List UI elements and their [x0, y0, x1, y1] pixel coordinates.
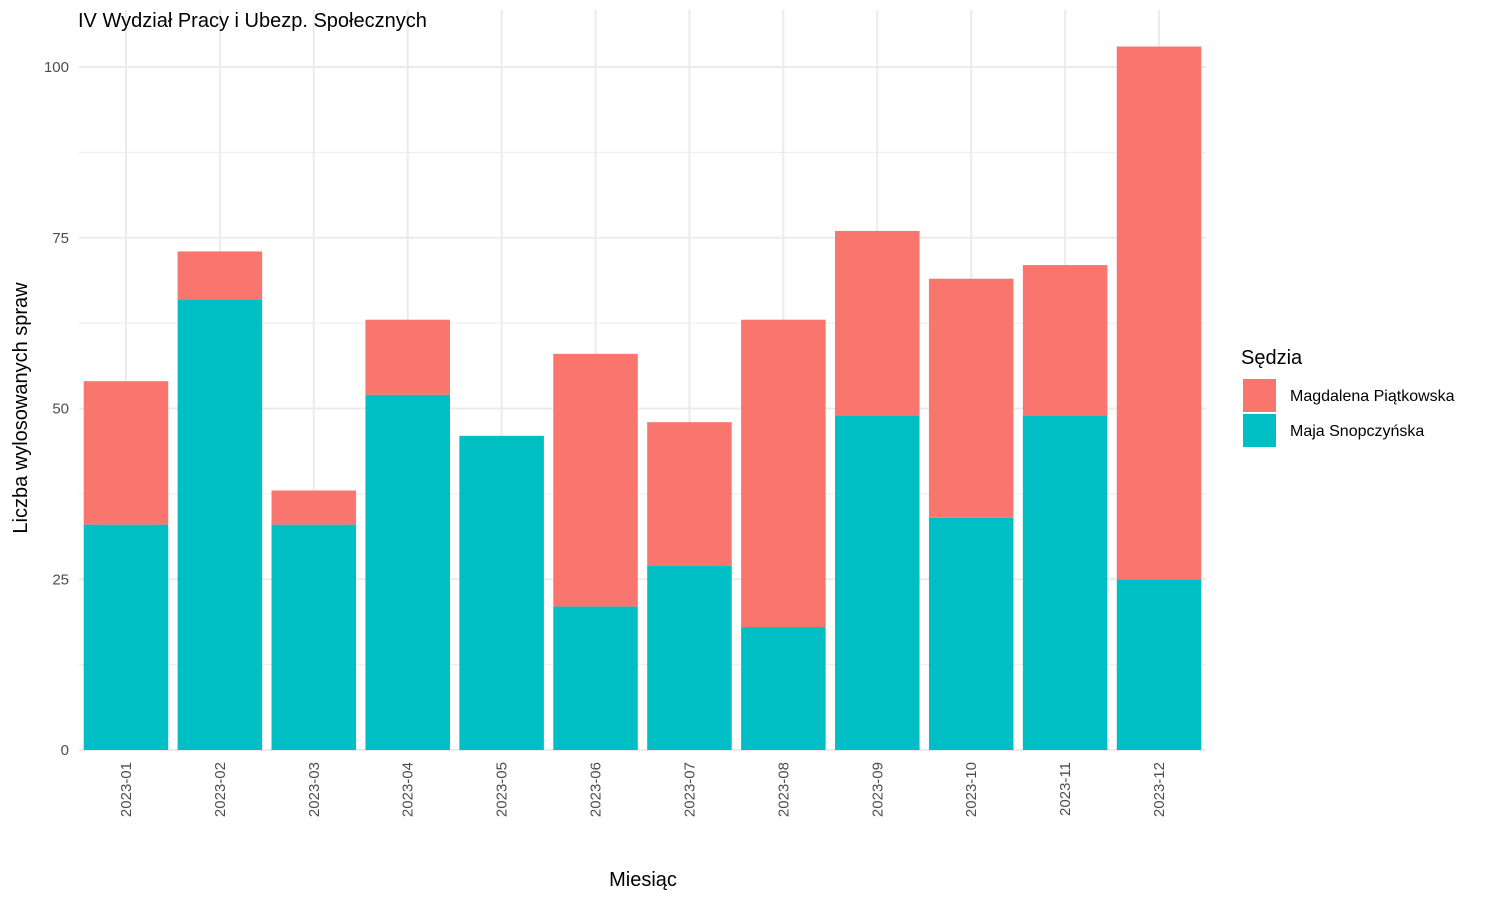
bar-segment [83, 524, 169, 750]
legend-title: Sędzia [1241, 347, 1303, 369]
bar-segment [647, 422, 732, 566]
legend-label: Maja Snopczyńska [1290, 423, 1424, 440]
bar-segment [177, 299, 263, 750]
x-axis-title: Miesiąc [609, 869, 677, 891]
x-tick-label: 2023-12 [1151, 762, 1168, 817]
x-tick-label: 2023-01 [118, 762, 135, 817]
bar-segment [1022, 415, 1108, 750]
legend-swatch [1243, 379, 1276, 412]
bar-segment [1116, 579, 1202, 750]
bar-segment [365, 319, 450, 395]
x-tick-label: 2023-07 [681, 762, 698, 817]
bar-segment [928, 278, 1014, 518]
chart-title: IV Wydział Pracy i Ubezp. Społecznych [78, 10, 427, 32]
bar-segment [928, 517, 1014, 750]
bar-segment [365, 394, 450, 750]
y-tick-label: 25 [52, 571, 69, 588]
bar-segment [647, 565, 732, 750]
y-tick-label: 75 [52, 230, 69, 247]
bar-segment [741, 627, 826, 750]
x-tick-label: 2023-08 [775, 762, 792, 817]
x-tick-label: 2023-06 [588, 762, 605, 817]
bar-segment [835, 230, 920, 416]
y-tick-label: 50 [52, 401, 69, 418]
legend: Sędzia Magdalena Piątkowska Maja Snopczyń… [1241, 347, 1455, 447]
legend-swatch [1243, 414, 1276, 447]
bar-segment [835, 415, 920, 750]
bar-segment [83, 381, 169, 525]
x-tick-label: 2023-04 [400, 762, 417, 817]
bar-segment [1022, 265, 1108, 416]
bar-segment [553, 606, 638, 750]
legend-items: Magdalena Piątkowska Maja Snopczyńska [1243, 379, 1455, 447]
x-tick-label: 2023-03 [306, 762, 323, 817]
x-tick-label: 2023-09 [869, 762, 886, 817]
x-tick-label: 2023-02 [212, 762, 229, 817]
y-axis-ticks: 0 25 50 75 100 [44, 59, 69, 759]
bars [83, 46, 1202, 750]
bar-segment [177, 251, 263, 300]
legend-label: Magdalena Piątkowska [1290, 388, 1455, 405]
y-axis-title: Liczba wylosowanych spraw [10, 282, 32, 534]
bar-segment [741, 319, 826, 628]
bar-segment [271, 524, 357, 750]
x-tick-label: 2023-11 [1057, 762, 1074, 816]
x-tick-label: 2023-05 [494, 762, 511, 817]
x-axis-ticks: 2023-01 2023-02 2023-03 2023-04 2023-05 2023-… [118, 762, 1168, 817]
y-tick-label: 0 [61, 742, 69, 759]
bar-segment [459, 435, 544, 750]
y-tick-label: 100 [44, 59, 69, 76]
bar-segment [1116, 46, 1202, 580]
x-tick-label: 2023-10 [963, 762, 980, 817]
bar-segment [271, 490, 357, 525]
bar-segment [553, 353, 638, 607]
